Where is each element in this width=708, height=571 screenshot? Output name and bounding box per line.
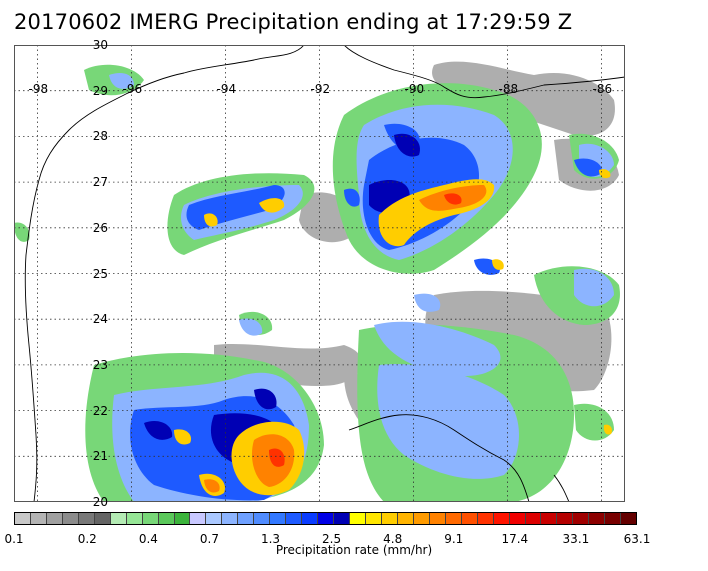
colorbar-swatch	[605, 513, 622, 524]
colorbar-tick-label: 0.7	[199, 532, 219, 546]
longitude-label: -94	[216, 81, 237, 96]
colorbar-swatch	[78, 513, 95, 524]
longitude-label: -86	[592, 81, 613, 96]
colorbar-tick-label: 0.1	[4, 532, 24, 546]
latitude-label: 20	[92, 495, 108, 509]
coastline	[24, 45, 625, 502]
colorbar	[14, 512, 637, 525]
colorbar-tick-label: 63.1	[623, 532, 651, 546]
colorbar-swatch	[461, 513, 478, 524]
colorbar-swatch	[270, 513, 287, 524]
colorbar-swatch	[381, 513, 398, 524]
colorbar-tick-label: 0.2	[77, 532, 97, 546]
map-title: 20170602 IMERG Precipitation ending at 1…	[14, 10, 573, 34]
colorbar-tick-label: 1.3	[260, 532, 281, 546]
latitude-label: 30	[92, 38, 108, 52]
map-border	[14, 45, 625, 502]
colorbar-tick-label: 9.1	[444, 532, 464, 546]
colorbar-ticks: 0.1 0.2 0.4 0.7 1.3 2.5 4.8 9.1 17.4 33.1 63.1	[4, 532, 650, 546]
colorbar-swatch	[62, 513, 79, 524]
colorbar-swatch	[94, 513, 111, 524]
map-canvas	[14, 45, 625, 502]
colorbar-swatch	[206, 513, 223, 524]
colorbar-tick-label: 2.5	[322, 532, 342, 546]
latitude-label: 24	[92, 312, 108, 327]
colorbar-swatch	[190, 513, 207, 524]
colorbar-swatch	[429, 513, 446, 524]
colorbar-swatch	[573, 513, 590, 524]
colorbar-swatch	[46, 513, 63, 524]
colorbar-swatch	[477, 513, 494, 524]
colorbar-tick-label: 0.4	[138, 532, 158, 546]
colorbar-swatch	[254, 513, 271, 524]
latitude-label: 27	[92, 175, 108, 190]
longitude-label: -96	[122, 81, 143, 96]
precipitation-map: -98 -96 -94 -92 -90 -88 -86 30 29 28 27 26 25 24 23 22 2…	[14, 39, 625, 508]
colorbar-swatch	[445, 513, 462, 524]
latitude-label: 21	[92, 449, 108, 464]
colorbar-swatch	[621, 513, 637, 524]
colorbar-swatch	[397, 513, 414, 524]
colorbar-swatch	[350, 513, 366, 524]
colorbar-swatch	[413, 513, 430, 524]
colorbar-tick-label: 33.1	[562, 532, 590, 546]
colorbar-swatch	[142, 513, 159, 524]
colorbar-swatch	[222, 513, 239, 524]
longitude-label: -88	[498, 81, 519, 96]
colorbar-swatch	[541, 513, 558, 524]
colorbar-tick-label: 4.8	[383, 532, 403, 546]
latitude-label: 28	[92, 129, 108, 144]
colorbar-swatch	[30, 513, 47, 524]
colorbar-swatch	[158, 513, 175, 524]
colorbar-unit-label: Precipitation rate (mm/hr)	[275, 543, 433, 557]
latitude-label: 29	[92, 83, 108, 98]
colorbar-swatch	[334, 513, 351, 524]
colorbar-swatch	[589, 513, 606, 524]
colorbar-tick-label: 17.4	[501, 532, 529, 546]
colorbar-swatch	[110, 513, 127, 524]
lat-lon-grid	[14, 45, 625, 502]
longitude-label: -98	[28, 81, 49, 96]
colorbar-swatch	[302, 513, 319, 524]
colorbar-swatch	[174, 513, 191, 524]
longitude-label: -92	[310, 81, 331, 96]
colorbar-swatch	[493, 513, 510, 524]
colorbar-swatch	[365, 513, 382, 524]
colorbar-swatch	[286, 513, 303, 524]
colorbar-swatch	[238, 513, 255, 524]
colorbar-swatch	[126, 513, 143, 524]
colorbar-swatch	[557, 513, 574, 524]
latitude-label: 23	[92, 357, 108, 372]
latitude-label: 25	[92, 266, 108, 281]
latitude-label: 26	[92, 220, 108, 235]
latitude-label: 22	[92, 403, 108, 418]
precip-layer	[14, 61, 620, 502]
colorbar-swatch	[509, 513, 526, 524]
colorbar-swatch	[318, 513, 335, 524]
longitude-label: -90	[404, 81, 425, 96]
colorbar-swatch	[525, 513, 542, 524]
colorbar-swatch	[15, 513, 31, 524]
